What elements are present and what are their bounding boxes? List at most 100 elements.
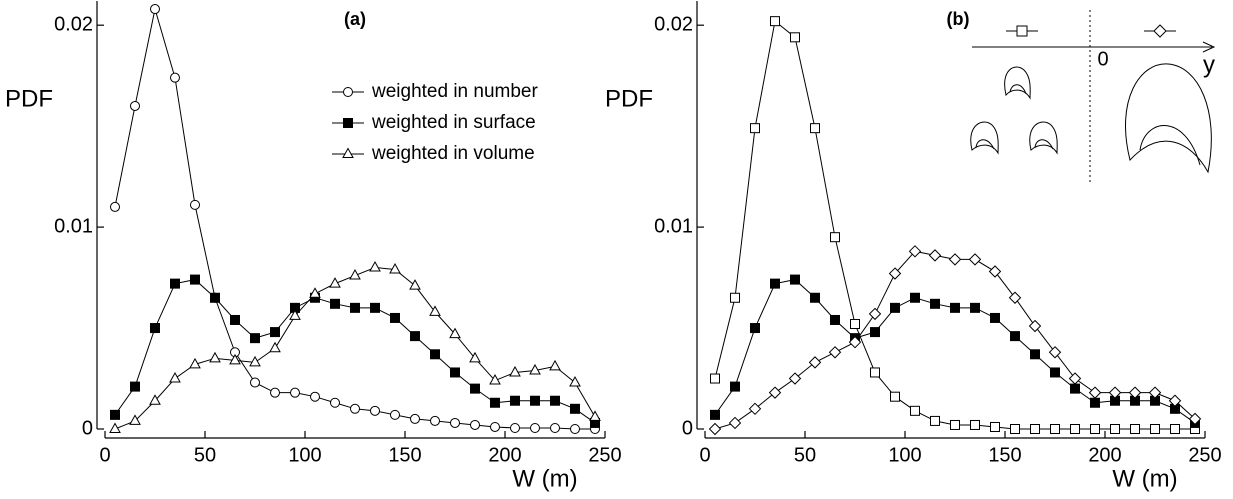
marker xyxy=(110,201,120,212)
series-line xyxy=(114,279,596,424)
marker xyxy=(928,249,942,262)
x-tick-label: 250 xyxy=(588,444,621,466)
marker xyxy=(890,391,900,402)
marker xyxy=(1050,424,1060,434)
marker xyxy=(1148,386,1162,399)
marker xyxy=(790,32,800,43)
marker xyxy=(270,387,280,398)
legend-label: weighted in number xyxy=(371,81,538,102)
marker xyxy=(830,314,840,325)
marker xyxy=(870,367,880,378)
marker xyxy=(850,319,860,330)
inset-label: y xyxy=(1203,51,1215,78)
marker xyxy=(430,349,440,360)
marker xyxy=(1070,424,1080,434)
marker xyxy=(770,16,780,27)
marker xyxy=(910,292,920,303)
marker xyxy=(910,405,920,416)
marker xyxy=(370,405,380,416)
dune-outline xyxy=(1139,125,1201,166)
marker xyxy=(150,323,160,334)
x-tick-label: 150 xyxy=(388,444,421,466)
marker xyxy=(950,302,960,313)
marker xyxy=(290,387,300,398)
y-tick-label: 0.02 xyxy=(54,13,93,35)
marker xyxy=(530,395,540,406)
marker xyxy=(270,327,280,338)
x-axis-label: W (m) xyxy=(512,465,577,492)
marker xyxy=(349,269,361,280)
marker xyxy=(170,72,180,83)
marker xyxy=(229,353,241,365)
marker xyxy=(390,409,400,420)
series-line xyxy=(714,20,1195,430)
legend-marker xyxy=(343,87,353,97)
legend-marker xyxy=(343,118,353,128)
marker xyxy=(1050,367,1060,378)
marker xyxy=(450,417,460,428)
marker xyxy=(489,374,501,385)
marker xyxy=(988,265,1002,278)
marker xyxy=(190,274,200,285)
marker xyxy=(848,335,862,349)
marker xyxy=(470,419,480,430)
marker xyxy=(390,312,400,323)
marker xyxy=(530,422,540,433)
marker xyxy=(130,100,140,111)
marker xyxy=(150,4,160,15)
marker xyxy=(330,298,340,309)
marker xyxy=(908,245,922,258)
marker xyxy=(570,424,580,434)
marker xyxy=(930,415,940,426)
dune-outline xyxy=(970,121,999,155)
marker xyxy=(888,267,902,280)
x-tick-label: 50 xyxy=(794,444,816,466)
x-tick-label: 0 xyxy=(699,444,710,466)
series-line xyxy=(714,250,1196,430)
y-tick-label: 0 xyxy=(82,417,93,439)
marker xyxy=(370,302,380,313)
marker xyxy=(209,351,221,363)
panel-label: (a) xyxy=(344,9,366,29)
marker xyxy=(189,357,201,369)
y-tick-label: 0.02 xyxy=(654,13,693,35)
marker xyxy=(710,373,720,384)
marker xyxy=(569,376,581,387)
marker xyxy=(788,372,802,385)
marker xyxy=(249,355,261,367)
marker xyxy=(1028,319,1042,333)
marker xyxy=(269,341,281,353)
marker xyxy=(1010,331,1020,342)
marker xyxy=(970,302,980,313)
marker xyxy=(330,397,340,408)
marker xyxy=(868,307,882,321)
inset-arrow xyxy=(1202,41,1216,53)
marker xyxy=(1010,424,1020,434)
marker xyxy=(470,383,480,394)
marker xyxy=(389,262,401,274)
marker xyxy=(1110,424,1120,434)
marker xyxy=(730,381,740,392)
dune-outline xyxy=(1034,139,1054,150)
x-tick-label: 250 xyxy=(1188,444,1221,466)
marker xyxy=(810,292,820,303)
marker xyxy=(149,394,161,405)
marker xyxy=(1108,386,1122,399)
marker xyxy=(830,232,840,243)
panel-label: (b) xyxy=(947,9,970,29)
marker xyxy=(1068,372,1082,385)
marker xyxy=(708,422,722,436)
marker xyxy=(1088,386,1102,399)
marker xyxy=(129,414,141,425)
marker xyxy=(990,312,1000,323)
marker xyxy=(730,292,740,303)
marker xyxy=(170,278,180,289)
marker xyxy=(490,421,500,432)
marker xyxy=(169,371,181,383)
marker xyxy=(1030,349,1040,360)
marker xyxy=(550,395,560,406)
marker xyxy=(510,395,520,406)
series-line xyxy=(114,8,595,430)
marker xyxy=(190,199,200,210)
